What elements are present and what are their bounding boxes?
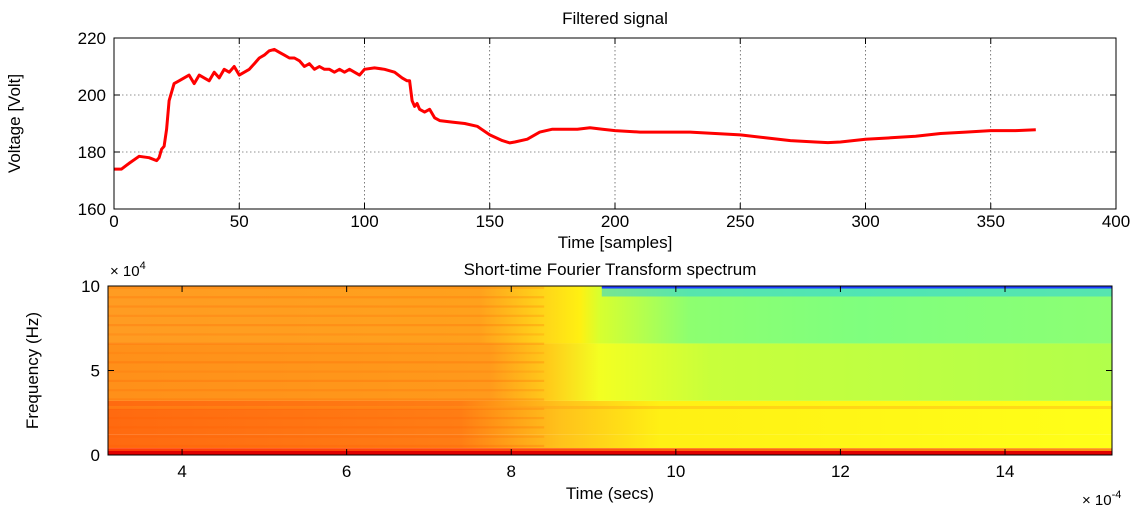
x-tick-label: 50	[230, 212, 249, 231]
spectrogram-band	[108, 434, 1112, 449]
spectrogram-x-axis-label: Time (secs)	[566, 484, 654, 503]
x-tick-label: 0	[109, 212, 118, 231]
x-tick-label: 4	[177, 462, 186, 481]
spectrogram-band	[108, 343, 1112, 401]
x-tick-label: 14	[996, 462, 1015, 481]
y-tick-label: 220	[78, 29, 106, 48]
x-tick-label: 300	[851, 212, 879, 231]
y-tick-label: 10	[81, 277, 100, 296]
spectrogram-title: Short-time Fourier Transform spectrum	[464, 260, 757, 279]
spectrogram-streak	[108, 286, 545, 290]
y-multiplier-exponent: 4	[140, 260, 146, 272]
spectrogram-streak	[108, 407, 545, 410]
y-tick-label: 5	[91, 362, 100, 381]
spectrogram-streak	[108, 324, 545, 327]
spectrogram-streak	[108, 426, 545, 429]
x-tick-label: 250	[726, 212, 754, 231]
spectrogram-y-multiplier: × 104	[110, 260, 146, 280]
spectrogram-streak	[108, 314, 545, 317]
spectrogram-streak	[108, 351, 545, 355]
spectrogram-streak	[108, 305, 545, 308]
x-tick-label: 6	[342, 462, 351, 481]
x-multiplier-exponent: -4	[1112, 489, 1122, 501]
y-tick-label: 200	[78, 86, 106, 105]
line-chart-title: Filtered signal	[562, 9, 668, 28]
line-chart-panel: Filtered signal 0 50 100 150 200 250 300 350 400…	[5, 9, 1130, 252]
series-line	[114, 47, 1036, 171]
x-tick-label: 100	[350, 212, 378, 231]
x-tick-label: 150	[476, 212, 504, 231]
x-tick-label: 350	[977, 212, 1005, 231]
spectrogram-ticks: 4 6 8 10 12 14 0 5 10	[81, 277, 1112, 481]
x-tick-label: 8	[507, 462, 516, 481]
spectrogram-streak	[108, 296, 545, 299]
x-multiplier-base: × 10	[1082, 492, 1112, 508]
y-tick-label: 180	[78, 143, 106, 162]
x-tick-label: 10	[666, 462, 685, 481]
spectrogram-x-multiplier: × 10-4	[1082, 489, 1121, 508]
x-tick-label: 200	[601, 212, 629, 231]
spectrogram-y-axis-label: Frequency (Hz)	[23, 312, 42, 429]
spectrogram-dc-band	[108, 451, 1112, 455]
line-chart-grid	[114, 38, 1116, 209]
spectrogram-streak	[108, 379, 545, 382]
spectrogram-edge	[601, 286, 1112, 289]
spectrogram-heatmap	[108, 286, 1112, 455]
spectrogram-streak	[108, 333, 545, 336]
spectrogram-streak	[108, 389, 545, 392]
y-multiplier-base: × 10	[110, 263, 140, 280]
spectrogram-panel: Short-time Fourier Transform spectrum 4 6…	[23, 260, 1121, 508]
spectrogram-streak	[108, 405, 1112, 409]
spectrogram-streak	[108, 370, 545, 373]
y-tick-label: 160	[78, 200, 106, 219]
spectrogram-streak	[108, 361, 545, 364]
spectrogram-streak	[108, 398, 545, 401]
spectrogram-band	[108, 400, 1112, 435]
spectrogram-streak	[108, 435, 545, 438]
line-chart-y-axis-label: Voltage [Volt]	[5, 74, 24, 173]
line-chart-ticks: 0 50 100 150 200 250 300 350 400 160 180 200 220	[78, 29, 1131, 231]
x-tick-label: 400	[1102, 212, 1130, 231]
spectrogram-streak	[108, 416, 545, 420]
spectrogram-streak	[108, 342, 545, 345]
x-tick-label: 12	[831, 462, 850, 481]
spectrogram-streak	[108, 444, 545, 448]
y-tick-label: 0	[91, 446, 100, 465]
spectrogram-edge	[601, 288, 1112, 297]
line-chart-x-axis-label: Time [samples]	[558, 233, 673, 252]
